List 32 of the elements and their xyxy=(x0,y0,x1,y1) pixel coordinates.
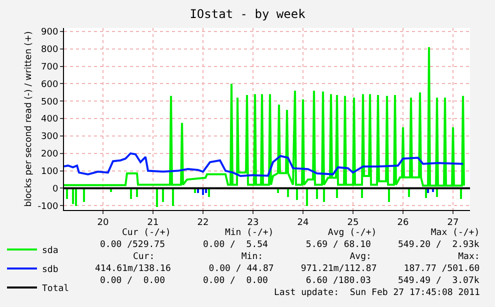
x-tick-label: 25 xyxy=(347,218,359,228)
y-tick-label: 200 xyxy=(41,150,58,160)
x-tick-label: 26 xyxy=(397,218,409,228)
x-tick-label: 21 xyxy=(147,218,159,228)
y-tick-label: 300 xyxy=(41,132,58,142)
y-tick-label: 800 xyxy=(41,45,58,56)
x-tick-label: 20 xyxy=(97,218,109,228)
y-tick-label: 100 xyxy=(41,166,58,177)
x-tick-label: 27 xyxy=(447,218,459,228)
text: 414.61m/138.16 0.00 / 44.87 971.21m/112.87 187.77 /501.60 xyxy=(95,264,480,274)
y-tick-label: 900 xyxy=(41,28,58,38)
y-tick-label: -100 xyxy=(38,202,58,212)
x-tick-label: 22 xyxy=(197,218,209,228)
y-tick-label: 400 xyxy=(41,114,58,125)
y-tick-label: 700 xyxy=(41,62,58,72)
legend-label: Total xyxy=(42,284,70,294)
line-series xyxy=(64,152,464,178)
legend-label: sdb xyxy=(42,265,58,276)
y-tick-label: 0 xyxy=(52,184,58,194)
line-series xyxy=(64,46,465,187)
y-tick-label: 500 xyxy=(41,97,58,108)
x-tick-label: 23 xyxy=(247,218,259,228)
x-tick-label: 24 xyxy=(297,218,309,228)
text: 0.00 /529.75 0.00 / 5.54 5.69 / 68.10 549.20 / 2.93k xyxy=(100,240,480,250)
text: Cur (-/+) Min (-/+) Avg (-/+) Max (-/+) xyxy=(122,228,480,238)
legend-label: sda xyxy=(42,246,58,256)
y-tick-label: 600 xyxy=(41,80,58,90)
chart-title: IOstat - by week xyxy=(190,7,306,22)
text: Cur: Min: Avg: Max: xyxy=(133,252,480,262)
y-axis-title: blocks per second read (-) / written (+) xyxy=(24,31,34,207)
text: Last update: Sun Feb 27 17:45:08 2011 xyxy=(274,288,480,298)
text: 0.00 / 0.00 0.00 / 0.00 6.60 /180.03 549.49 / 3.07k xyxy=(100,276,480,286)
